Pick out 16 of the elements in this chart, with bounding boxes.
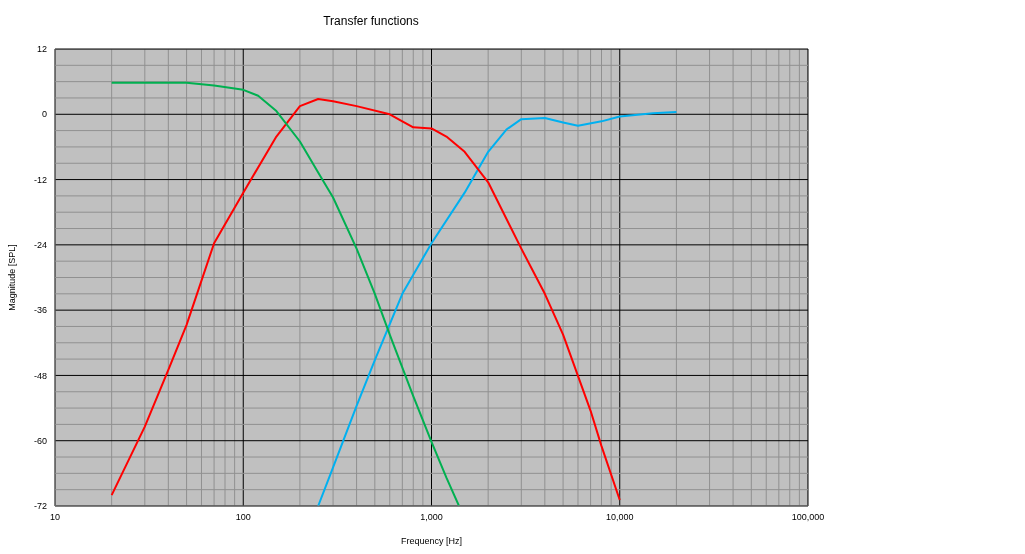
x-tick-label: 1,000 [420,512,443,523]
x-tick-label: 100,000 [791,512,825,523]
y-tick-label: -72 [33,501,47,512]
y-tick-label: 12 [36,44,47,55]
y-axis-title: Magnitude [SPL] [7,244,18,311]
y-tick-label: -60 [33,435,47,446]
chart-title: Transfer functions [322,14,420,28]
y-tick-label: -36 [33,305,47,316]
y-tick-label: -48 [33,370,47,381]
x-tick-label: 10 [49,512,61,523]
x-tick-label: 10,000 [605,512,634,523]
y-tick-label: -12 [33,174,47,185]
x-axis-title: Frequency [Hz] [400,536,463,546]
x-tick-label: 100 [235,512,251,523]
y-tick-label: 0 [41,109,47,120]
y-tick-label: -24 [33,240,47,251]
